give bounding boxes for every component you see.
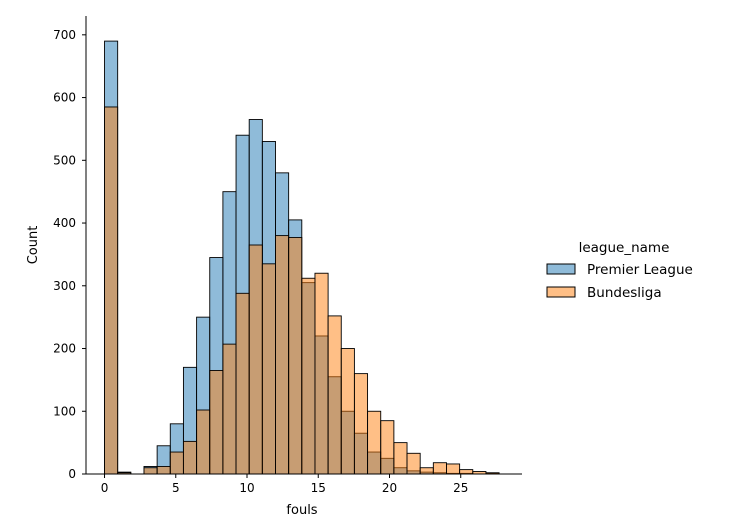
histogram-bar <box>222 343 237 475</box>
legend-label-bundesliga: Bundesliga <box>587 285 662 301</box>
histogram-bar <box>104 106 119 475</box>
bars <box>104 40 500 475</box>
histogram-bar <box>169 451 184 475</box>
y-tick-label: 100 <box>53 404 76 418</box>
legend: league_name Premier League Bundesliga <box>546 240 693 301</box>
histogram-bar <box>314 272 329 475</box>
y-tick-label: 200 <box>53 342 76 356</box>
x-tick-label: 10 <box>239 481 254 495</box>
histogram-bar <box>327 315 342 475</box>
histogram-bar <box>143 467 158 475</box>
x-tick-label: 5 <box>172 481 180 495</box>
y-tick-label: 700 <box>53 28 76 42</box>
x-axis-label: fouls <box>286 503 317 516</box>
ticks: 0 5 10 15 20 25 0 100 200 300 400 500 600 700 <box>53 28 468 495</box>
x-tick-label: 15 <box>311 481 326 495</box>
histogram-bar <box>248 244 263 475</box>
legend-swatch-premier-league <box>546 263 576 275</box>
y-tick-label: 400 <box>53 216 76 230</box>
histogram-bar <box>301 277 316 475</box>
histogram-bar <box>432 462 447 475</box>
histogram-bar <box>182 440 198 475</box>
legend-swatch-bundesliga <box>546 286 576 298</box>
histogram-bar <box>446 463 461 475</box>
histogram-bar <box>235 292 250 475</box>
histogram-bar <box>406 452 421 475</box>
legend-title: league_name <box>579 240 670 256</box>
y-tick-label: 600 <box>53 91 76 105</box>
y-axis-label: Count <box>26 226 41 265</box>
y-tick-label: 500 <box>53 153 76 167</box>
histogram-bar <box>367 410 382 475</box>
axes <box>85 16 522 475</box>
histogram-bar <box>261 263 276 475</box>
x-tick-label: 0 <box>101 481 109 495</box>
histogram-bar <box>419 467 434 475</box>
histogram-bar <box>209 370 224 475</box>
histogram-bar <box>459 469 474 475</box>
histogram-bar <box>380 420 395 475</box>
y-tick-label: 300 <box>53 279 76 293</box>
histogram-bar <box>196 409 211 475</box>
x-tick-label: 25 <box>453 481 468 495</box>
histogram-bar <box>340 348 355 475</box>
histogram-bar <box>393 442 408 475</box>
histogram-bar <box>275 235 290 475</box>
series-bundesliga <box>104 106 500 475</box>
y-tick-label: 0 <box>68 467 76 481</box>
legend-label-premier-league: Premier League <box>587 262 693 278</box>
histogram-bar <box>156 466 171 475</box>
histogram-bar <box>288 237 303 475</box>
histogram-bar <box>353 373 369 475</box>
x-tick-label: 20 <box>382 481 397 495</box>
